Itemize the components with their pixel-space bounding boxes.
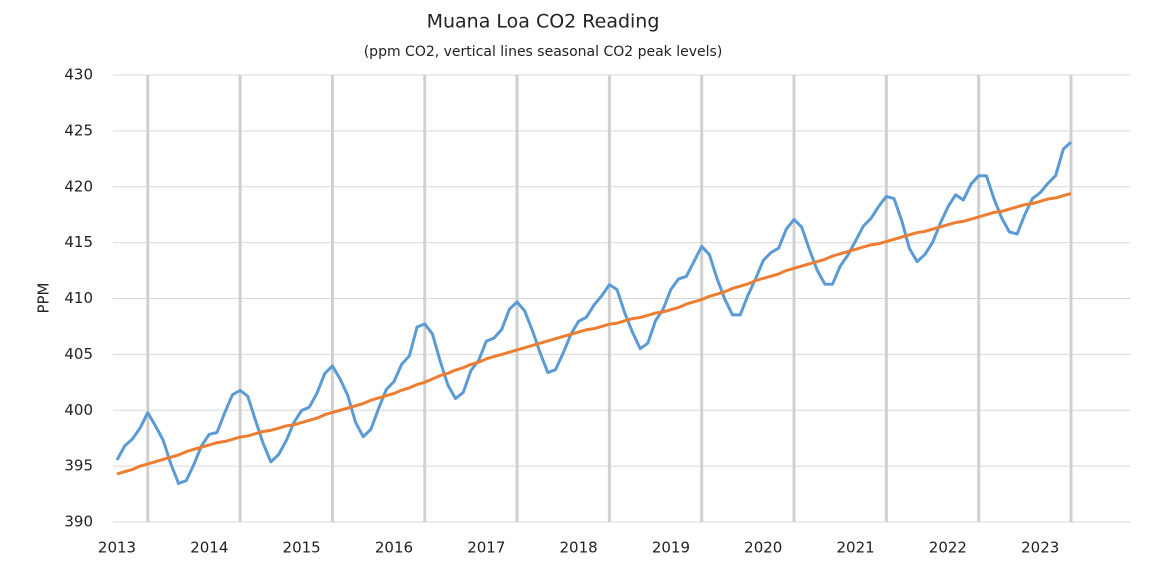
x-tick-label: 2022 xyxy=(929,539,967,557)
x-tick-label: 2017 xyxy=(467,539,505,557)
y-tick-label: 415 xyxy=(64,233,93,251)
chart-subtitle: (ppm CO2, vertical lines seasonal CO2 pe… xyxy=(364,44,723,60)
x-tick-label: 2021 xyxy=(836,539,874,557)
x-tick-label: 2016 xyxy=(375,539,413,557)
y-axis-label: PPM xyxy=(35,282,53,313)
chart-title: Muana Loa CO2 Reading xyxy=(427,11,660,33)
y-tick-label: 420 xyxy=(64,177,93,195)
x-tick-label: 2013 xyxy=(98,539,136,557)
series-line xyxy=(116,192,1072,476)
x-tick-label: 2015 xyxy=(283,539,321,557)
x-tick-label: 2019 xyxy=(652,539,690,557)
x-tick-label: 2023 xyxy=(1021,539,1059,557)
y-tick-label: 425 xyxy=(64,121,93,139)
series-line xyxy=(115,140,1073,485)
y-tick-label: 430 xyxy=(64,66,93,84)
y-tick-label: 405 xyxy=(64,345,93,363)
y-tick-label: 395 xyxy=(64,457,93,475)
x-tick-label: 2014 xyxy=(190,539,228,557)
y-tick-label: 390 xyxy=(64,513,93,531)
x-tick-label: 2020 xyxy=(744,539,782,557)
x-tick-label: 2018 xyxy=(560,539,598,557)
y-tick-label: 410 xyxy=(64,289,93,307)
y-tick-label: 400 xyxy=(64,401,93,419)
